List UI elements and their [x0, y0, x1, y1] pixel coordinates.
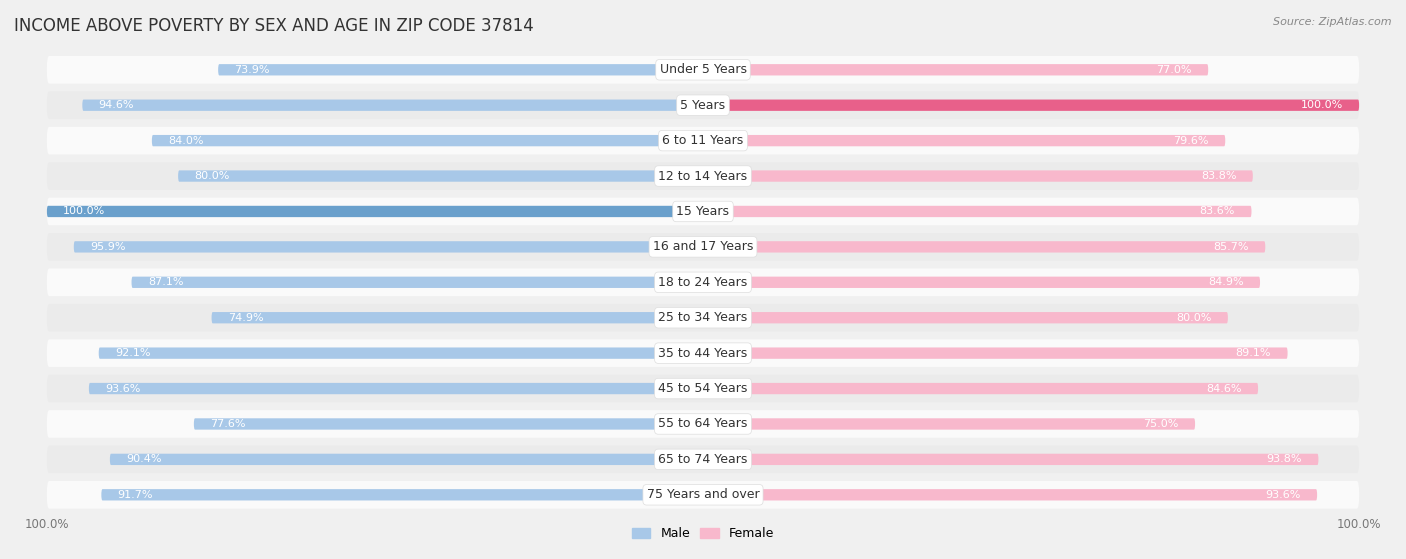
Text: 84.6%: 84.6%	[1206, 383, 1241, 394]
FancyBboxPatch shape	[46, 162, 1360, 190]
Text: 75.0%: 75.0%	[1143, 419, 1178, 429]
FancyBboxPatch shape	[98, 348, 703, 359]
Text: Source: ZipAtlas.com: Source: ZipAtlas.com	[1274, 17, 1392, 27]
FancyBboxPatch shape	[703, 64, 1208, 75]
Text: 84.9%: 84.9%	[1208, 277, 1244, 287]
Text: 65 to 74 Years: 65 to 74 Years	[658, 453, 748, 466]
FancyBboxPatch shape	[46, 56, 1360, 84]
FancyBboxPatch shape	[703, 170, 1253, 182]
FancyBboxPatch shape	[46, 268, 1360, 296]
Text: 77.0%: 77.0%	[1156, 65, 1192, 75]
Text: 93.6%: 93.6%	[1265, 490, 1301, 500]
FancyBboxPatch shape	[218, 64, 703, 75]
Text: 93.8%: 93.8%	[1267, 454, 1302, 465]
Text: 80.0%: 80.0%	[194, 171, 229, 181]
Text: 15 Years: 15 Years	[676, 205, 730, 218]
FancyBboxPatch shape	[703, 418, 1195, 430]
FancyBboxPatch shape	[46, 446, 1360, 473]
Text: 16 and 17 Years: 16 and 17 Years	[652, 240, 754, 253]
Text: 100.0%: 100.0%	[1301, 100, 1343, 110]
Text: 74.9%: 74.9%	[228, 312, 263, 323]
FancyBboxPatch shape	[73, 241, 703, 253]
FancyBboxPatch shape	[703, 135, 1225, 146]
Text: 92.1%: 92.1%	[115, 348, 150, 358]
Text: 75 Years and over: 75 Years and over	[647, 489, 759, 501]
FancyBboxPatch shape	[194, 418, 703, 430]
Text: 95.9%: 95.9%	[90, 242, 125, 252]
Text: Under 5 Years: Under 5 Years	[659, 63, 747, 76]
FancyBboxPatch shape	[132, 277, 703, 288]
Text: 93.6%: 93.6%	[105, 383, 141, 394]
Text: 80.0%: 80.0%	[1177, 312, 1212, 323]
Text: 45 to 54 Years: 45 to 54 Years	[658, 382, 748, 395]
FancyBboxPatch shape	[703, 348, 1288, 359]
Text: 87.1%: 87.1%	[148, 277, 183, 287]
FancyBboxPatch shape	[703, 489, 1317, 500]
FancyBboxPatch shape	[89, 383, 703, 394]
Text: INCOME ABOVE POVERTY BY SEX AND AGE IN ZIP CODE 37814: INCOME ABOVE POVERTY BY SEX AND AGE IN Z…	[14, 17, 534, 35]
Text: 25 to 34 Years: 25 to 34 Years	[658, 311, 748, 324]
Text: 94.6%: 94.6%	[98, 100, 134, 110]
FancyBboxPatch shape	[46, 91, 1360, 119]
FancyBboxPatch shape	[46, 206, 703, 217]
FancyBboxPatch shape	[703, 100, 1360, 111]
FancyBboxPatch shape	[703, 206, 1251, 217]
FancyBboxPatch shape	[46, 198, 1360, 225]
FancyBboxPatch shape	[110, 454, 703, 465]
Text: 79.6%: 79.6%	[1174, 136, 1209, 146]
FancyBboxPatch shape	[46, 339, 1360, 367]
Text: 55 to 64 Years: 55 to 64 Years	[658, 418, 748, 430]
Text: 12 to 14 Years: 12 to 14 Years	[658, 169, 748, 183]
Text: 100.0%: 100.0%	[63, 206, 105, 216]
Text: 35 to 44 Years: 35 to 44 Years	[658, 347, 748, 359]
Text: 77.6%: 77.6%	[211, 419, 246, 429]
FancyBboxPatch shape	[46, 410, 1360, 438]
FancyBboxPatch shape	[703, 383, 1258, 394]
Text: 91.7%: 91.7%	[118, 490, 153, 500]
FancyBboxPatch shape	[46, 481, 1360, 509]
FancyBboxPatch shape	[46, 127, 1360, 154]
FancyBboxPatch shape	[703, 241, 1265, 253]
FancyBboxPatch shape	[46, 304, 1360, 331]
Text: 18 to 24 Years: 18 to 24 Years	[658, 276, 748, 289]
FancyBboxPatch shape	[152, 135, 703, 146]
FancyBboxPatch shape	[101, 489, 703, 500]
Text: 83.6%: 83.6%	[1199, 206, 1234, 216]
Text: 84.0%: 84.0%	[169, 136, 204, 146]
FancyBboxPatch shape	[179, 170, 703, 182]
Text: 89.1%: 89.1%	[1236, 348, 1271, 358]
FancyBboxPatch shape	[46, 375, 1360, 402]
Text: 85.7%: 85.7%	[1213, 242, 1249, 252]
Text: 5 Years: 5 Years	[681, 99, 725, 112]
FancyBboxPatch shape	[211, 312, 703, 323]
Text: 6 to 11 Years: 6 to 11 Years	[662, 134, 744, 147]
Text: 73.9%: 73.9%	[235, 65, 270, 75]
Text: 90.4%: 90.4%	[127, 454, 162, 465]
FancyBboxPatch shape	[703, 277, 1260, 288]
FancyBboxPatch shape	[703, 454, 1319, 465]
Legend: Male, Female: Male, Female	[627, 522, 779, 545]
FancyBboxPatch shape	[83, 100, 703, 111]
FancyBboxPatch shape	[46, 233, 1360, 260]
Text: 83.8%: 83.8%	[1201, 171, 1236, 181]
FancyBboxPatch shape	[703, 312, 1227, 323]
